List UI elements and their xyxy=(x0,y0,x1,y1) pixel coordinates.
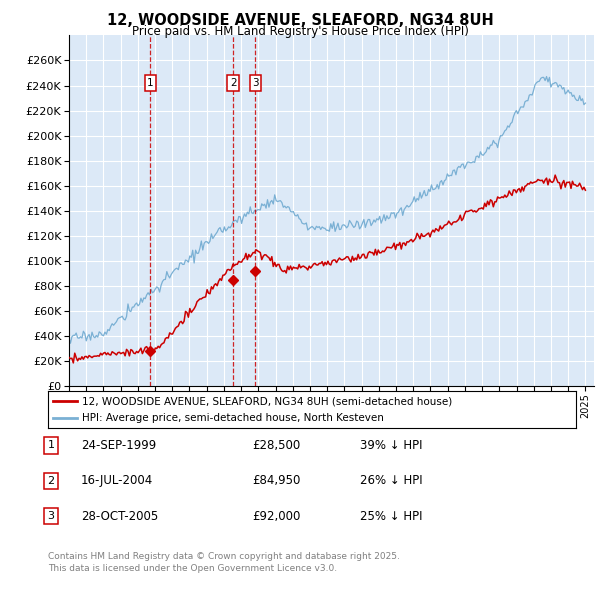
Text: 2: 2 xyxy=(47,476,55,486)
Text: Price paid vs. HM Land Registry's House Price Index (HPI): Price paid vs. HM Land Registry's House … xyxy=(131,25,469,38)
Text: 2: 2 xyxy=(230,78,236,88)
Text: £28,500: £28,500 xyxy=(252,439,300,452)
Text: 28-OCT-2005: 28-OCT-2005 xyxy=(81,510,158,523)
Text: 26% ↓ HPI: 26% ↓ HPI xyxy=(360,474,422,487)
Text: 25% ↓ HPI: 25% ↓ HPI xyxy=(360,510,422,523)
Text: Contains HM Land Registry data © Crown copyright and database right 2025.: Contains HM Land Registry data © Crown c… xyxy=(48,552,400,562)
Text: 3: 3 xyxy=(47,512,55,521)
Text: 3: 3 xyxy=(252,78,259,88)
Text: 24-SEP-1999: 24-SEP-1999 xyxy=(81,439,156,452)
Text: 1: 1 xyxy=(47,441,55,450)
Text: 12, WOODSIDE AVENUE, SLEAFORD, NG34 8UH: 12, WOODSIDE AVENUE, SLEAFORD, NG34 8UH xyxy=(107,13,493,28)
Text: 16-JUL-2004: 16-JUL-2004 xyxy=(81,474,153,487)
Text: £84,950: £84,950 xyxy=(252,474,301,487)
Text: 1: 1 xyxy=(147,78,154,88)
Text: HPI: Average price, semi-detached house, North Kesteven: HPI: Average price, semi-detached house,… xyxy=(82,413,384,423)
Text: £92,000: £92,000 xyxy=(252,510,301,523)
Text: 12, WOODSIDE AVENUE, SLEAFORD, NG34 8UH (semi-detached house): 12, WOODSIDE AVENUE, SLEAFORD, NG34 8UH … xyxy=(82,396,452,406)
Text: This data is licensed under the Open Government Licence v3.0.: This data is licensed under the Open Gov… xyxy=(48,564,337,573)
Text: 39% ↓ HPI: 39% ↓ HPI xyxy=(360,439,422,452)
